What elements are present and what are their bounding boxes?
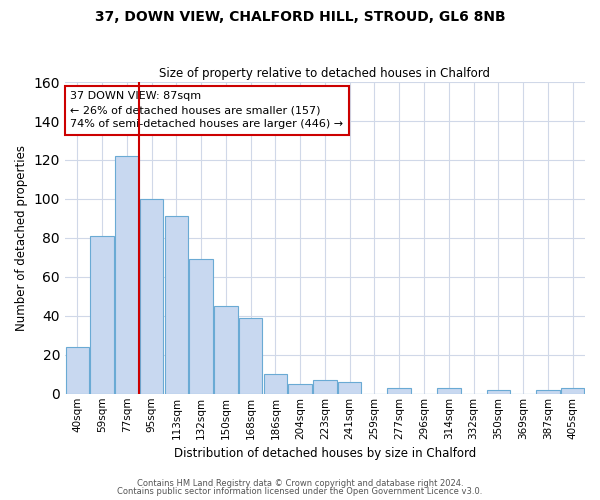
Bar	[65, 347, 89, 394]
Y-axis label: Number of detached properties: Number of detached properties	[15, 145, 28, 331]
X-axis label: Distribution of detached houses by size in Chalford: Distribution of detached houses by size …	[174, 447, 476, 460]
Bar	[338, 382, 361, 394]
Bar	[388, 388, 411, 394]
Text: Contains public sector information licensed under the Open Government Licence v3: Contains public sector information licen…	[118, 487, 482, 496]
Bar	[214, 306, 238, 394]
Bar	[91, 236, 114, 394]
Text: Contains HM Land Registry data © Crown copyright and database right 2024.: Contains HM Land Registry data © Crown c…	[137, 478, 463, 488]
Bar	[313, 380, 337, 394]
Bar	[190, 260, 213, 394]
Bar	[487, 390, 510, 394]
Bar	[263, 374, 287, 394]
Bar	[140, 199, 163, 394]
Title: Size of property relative to detached houses in Chalford: Size of property relative to detached ho…	[160, 66, 490, 80]
Bar	[115, 156, 139, 394]
Bar	[289, 384, 312, 394]
Text: 37, DOWN VIEW, CHALFORD HILL, STROUD, GL6 8NB: 37, DOWN VIEW, CHALFORD HILL, STROUD, GL…	[95, 10, 505, 24]
Bar	[561, 388, 584, 394]
Bar	[164, 216, 188, 394]
Text: 37 DOWN VIEW: 87sqm
← 26% of detached houses are smaller (157)
74% of semi-detac: 37 DOWN VIEW: 87sqm ← 26% of detached ho…	[70, 92, 343, 130]
Bar	[536, 390, 560, 394]
Bar	[437, 388, 461, 394]
Bar	[239, 318, 262, 394]
